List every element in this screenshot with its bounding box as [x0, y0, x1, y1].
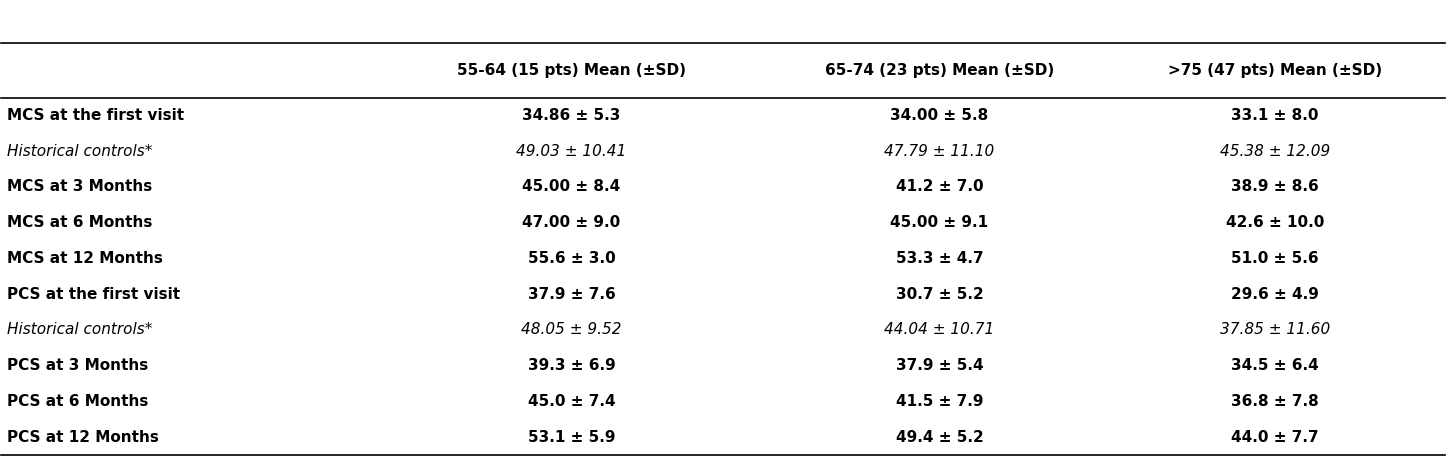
Text: 33.1 ± 8.0: 33.1 ± 8.0	[1232, 108, 1319, 123]
Text: Historical controls*: Historical controls*	[7, 322, 152, 337]
Text: MCS at 3 Months: MCS at 3 Months	[7, 179, 152, 195]
Text: 48.05 ± 9.52: 48.05 ± 9.52	[521, 322, 622, 337]
Text: 44.04 ± 10.71: 44.04 ± 10.71	[885, 322, 995, 337]
Text: 29.6 ± 4.9: 29.6 ± 4.9	[1231, 287, 1319, 301]
Text: 65-74 (23 pts) Mean (±SD): 65-74 (23 pts) Mean (±SD)	[824, 63, 1054, 77]
Text: 36.8 ± 7.8: 36.8 ± 7.8	[1231, 394, 1319, 409]
Text: 45.38 ± 12.09: 45.38 ± 12.09	[1220, 144, 1330, 159]
Text: 34.5 ± 6.4: 34.5 ± 6.4	[1231, 358, 1319, 373]
Text: 30.7 ± 5.2: 30.7 ± 5.2	[895, 287, 983, 301]
Text: PCS at 6 Months: PCS at 6 Months	[7, 394, 149, 409]
Text: 34.00 ± 5.8: 34.00 ± 5.8	[891, 108, 989, 123]
Text: 37.9 ± 7.6: 37.9 ± 7.6	[528, 287, 616, 301]
Text: 42.6 ± 10.0: 42.6 ± 10.0	[1226, 215, 1325, 230]
Text: 44.0 ± 7.7: 44.0 ± 7.7	[1231, 430, 1319, 445]
Text: 51.0 ± 5.6: 51.0 ± 5.6	[1231, 251, 1319, 266]
Text: 53.1 ± 5.9: 53.1 ± 5.9	[528, 430, 615, 445]
Text: PCS at 3 Months: PCS at 3 Months	[7, 358, 149, 373]
Text: 49.03 ± 10.41: 49.03 ± 10.41	[516, 144, 626, 159]
Text: 41.2 ± 7.0: 41.2 ± 7.0	[895, 179, 983, 195]
Text: PCS at the first visit: PCS at the first visit	[7, 287, 181, 301]
Text: MCS at 6 Months: MCS at 6 Months	[7, 215, 152, 230]
Text: 47.00 ± 9.0: 47.00 ± 9.0	[522, 215, 620, 230]
Text: 37.9 ± 5.4: 37.9 ± 5.4	[895, 358, 983, 373]
Text: PCS at 12 Months: PCS at 12 Months	[7, 430, 159, 445]
Text: 55.6 ± 3.0: 55.6 ± 3.0	[528, 251, 616, 266]
Text: MCS at 12 Months: MCS at 12 Months	[7, 251, 163, 266]
Text: 41.5 ± 7.9: 41.5 ± 7.9	[895, 394, 983, 409]
Text: >75 (47 pts) Mean (±SD): >75 (47 pts) Mean (±SD)	[1168, 63, 1382, 77]
Text: 53.3 ± 4.7: 53.3 ± 4.7	[895, 251, 983, 266]
Text: 45.00 ± 8.4: 45.00 ± 8.4	[522, 179, 620, 195]
Text: 55-64 (15 pts) Mean (±SD): 55-64 (15 pts) Mean (±SD)	[457, 63, 685, 77]
Text: 47.79 ± 11.10: 47.79 ± 11.10	[885, 144, 995, 159]
Text: 49.4 ± 5.2: 49.4 ± 5.2	[895, 430, 983, 445]
Text: 45.00 ± 9.1: 45.00 ± 9.1	[891, 215, 989, 230]
Text: 39.3 ± 6.9: 39.3 ± 6.9	[528, 358, 616, 373]
Text: 45.0 ± 7.4: 45.0 ± 7.4	[528, 394, 616, 409]
Text: 38.9 ± 8.6: 38.9 ± 8.6	[1231, 179, 1319, 195]
Text: 37.85 ± 11.60: 37.85 ± 11.60	[1220, 322, 1330, 337]
Text: MCS at the first visit: MCS at the first visit	[7, 108, 184, 123]
Text: Historical controls*: Historical controls*	[7, 144, 152, 159]
Text: 34.86 ± 5.3: 34.86 ± 5.3	[522, 108, 620, 123]
